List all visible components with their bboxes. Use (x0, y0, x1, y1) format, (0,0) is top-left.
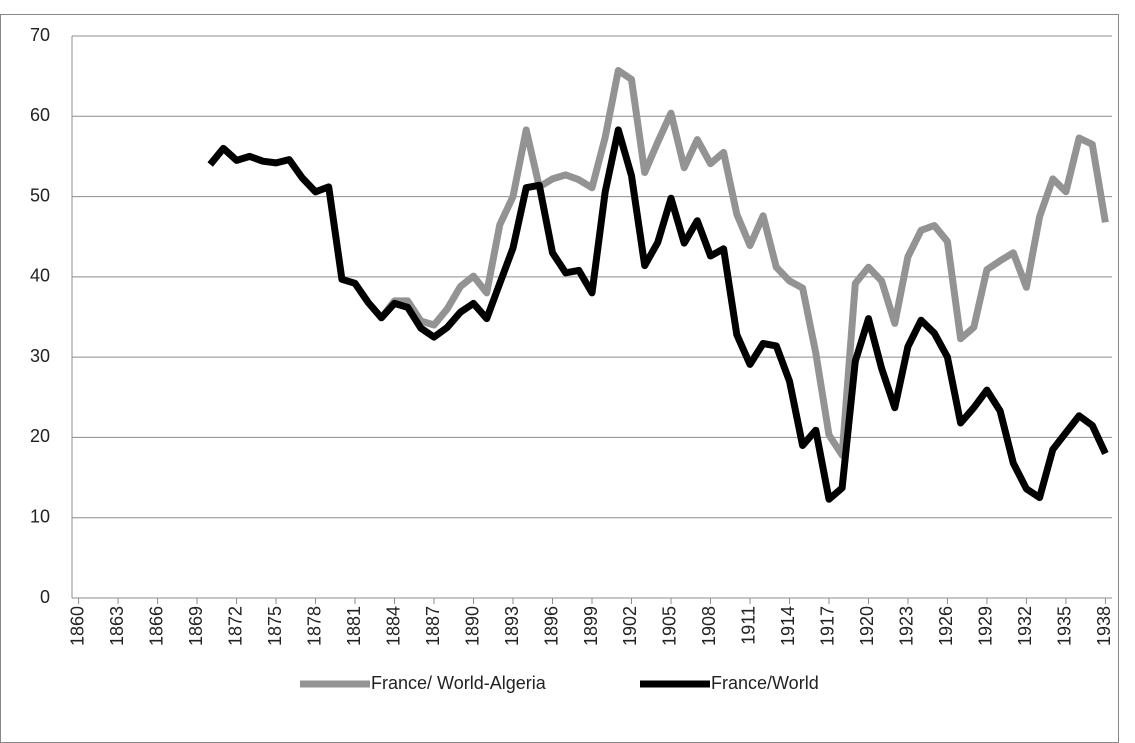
y-tick-label: 20 (30, 426, 50, 446)
x-tick-label: 1899 (581, 606, 601, 646)
x-tick-label: 1938 (1094, 606, 1114, 646)
y-tick-label: 30 (30, 346, 50, 366)
x-tick-label: 1890 (462, 606, 482, 646)
y-tick-label: 10 (30, 506, 50, 526)
y-tick-label: 0 (40, 587, 50, 607)
x-tick-label: 1917 (818, 606, 838, 646)
x-tick-label: 1914 (778, 606, 798, 646)
x-tick-label: 1902 (620, 606, 640, 646)
x-tick-label: 1932 (1015, 606, 1035, 646)
x-tick-label: 1908 (699, 606, 719, 646)
x-tick-label: 1884 (383, 606, 403, 646)
x-tick-label: 1905 (660, 606, 680, 646)
series-line (378, 67, 1109, 459)
x-tick-label: 1935 (1055, 606, 1075, 646)
legend-label: France/World (711, 673, 819, 693)
x-tick-label: 1878 (304, 606, 324, 646)
x-tick-label: 1860 (67, 606, 87, 646)
x-tick-label: 1893 (502, 606, 522, 646)
x-tick-label: 1911 (739, 606, 759, 645)
y-tick-label: 60 (30, 105, 50, 125)
x-tick-label: 1926 (936, 606, 956, 646)
y-tick-label: 50 (30, 185, 50, 205)
x-tick-label: 1923 (897, 606, 917, 646)
y-tick-label: 70 (30, 25, 50, 45)
x-tick-label: 1920 (857, 606, 877, 646)
x-tick-label: 1863 (107, 606, 127, 646)
x-tick-label: 1875 (265, 606, 285, 646)
legend-label: France/ World-Algeria (371, 673, 547, 693)
x-tick-label: 1866 (146, 606, 166, 646)
x-tick-label: 1896 (541, 606, 561, 646)
series-line (207, 126, 1109, 503)
x-tick-label: 1881 (344, 606, 364, 646)
x-tick-label: 1869 (186, 606, 206, 646)
x-tick-label: 1929 (976, 606, 996, 646)
x-tick-label: 1887 (423, 606, 443, 646)
x-tick-label: 1872 (225, 606, 245, 646)
y-tick-label: 40 (30, 266, 50, 286)
